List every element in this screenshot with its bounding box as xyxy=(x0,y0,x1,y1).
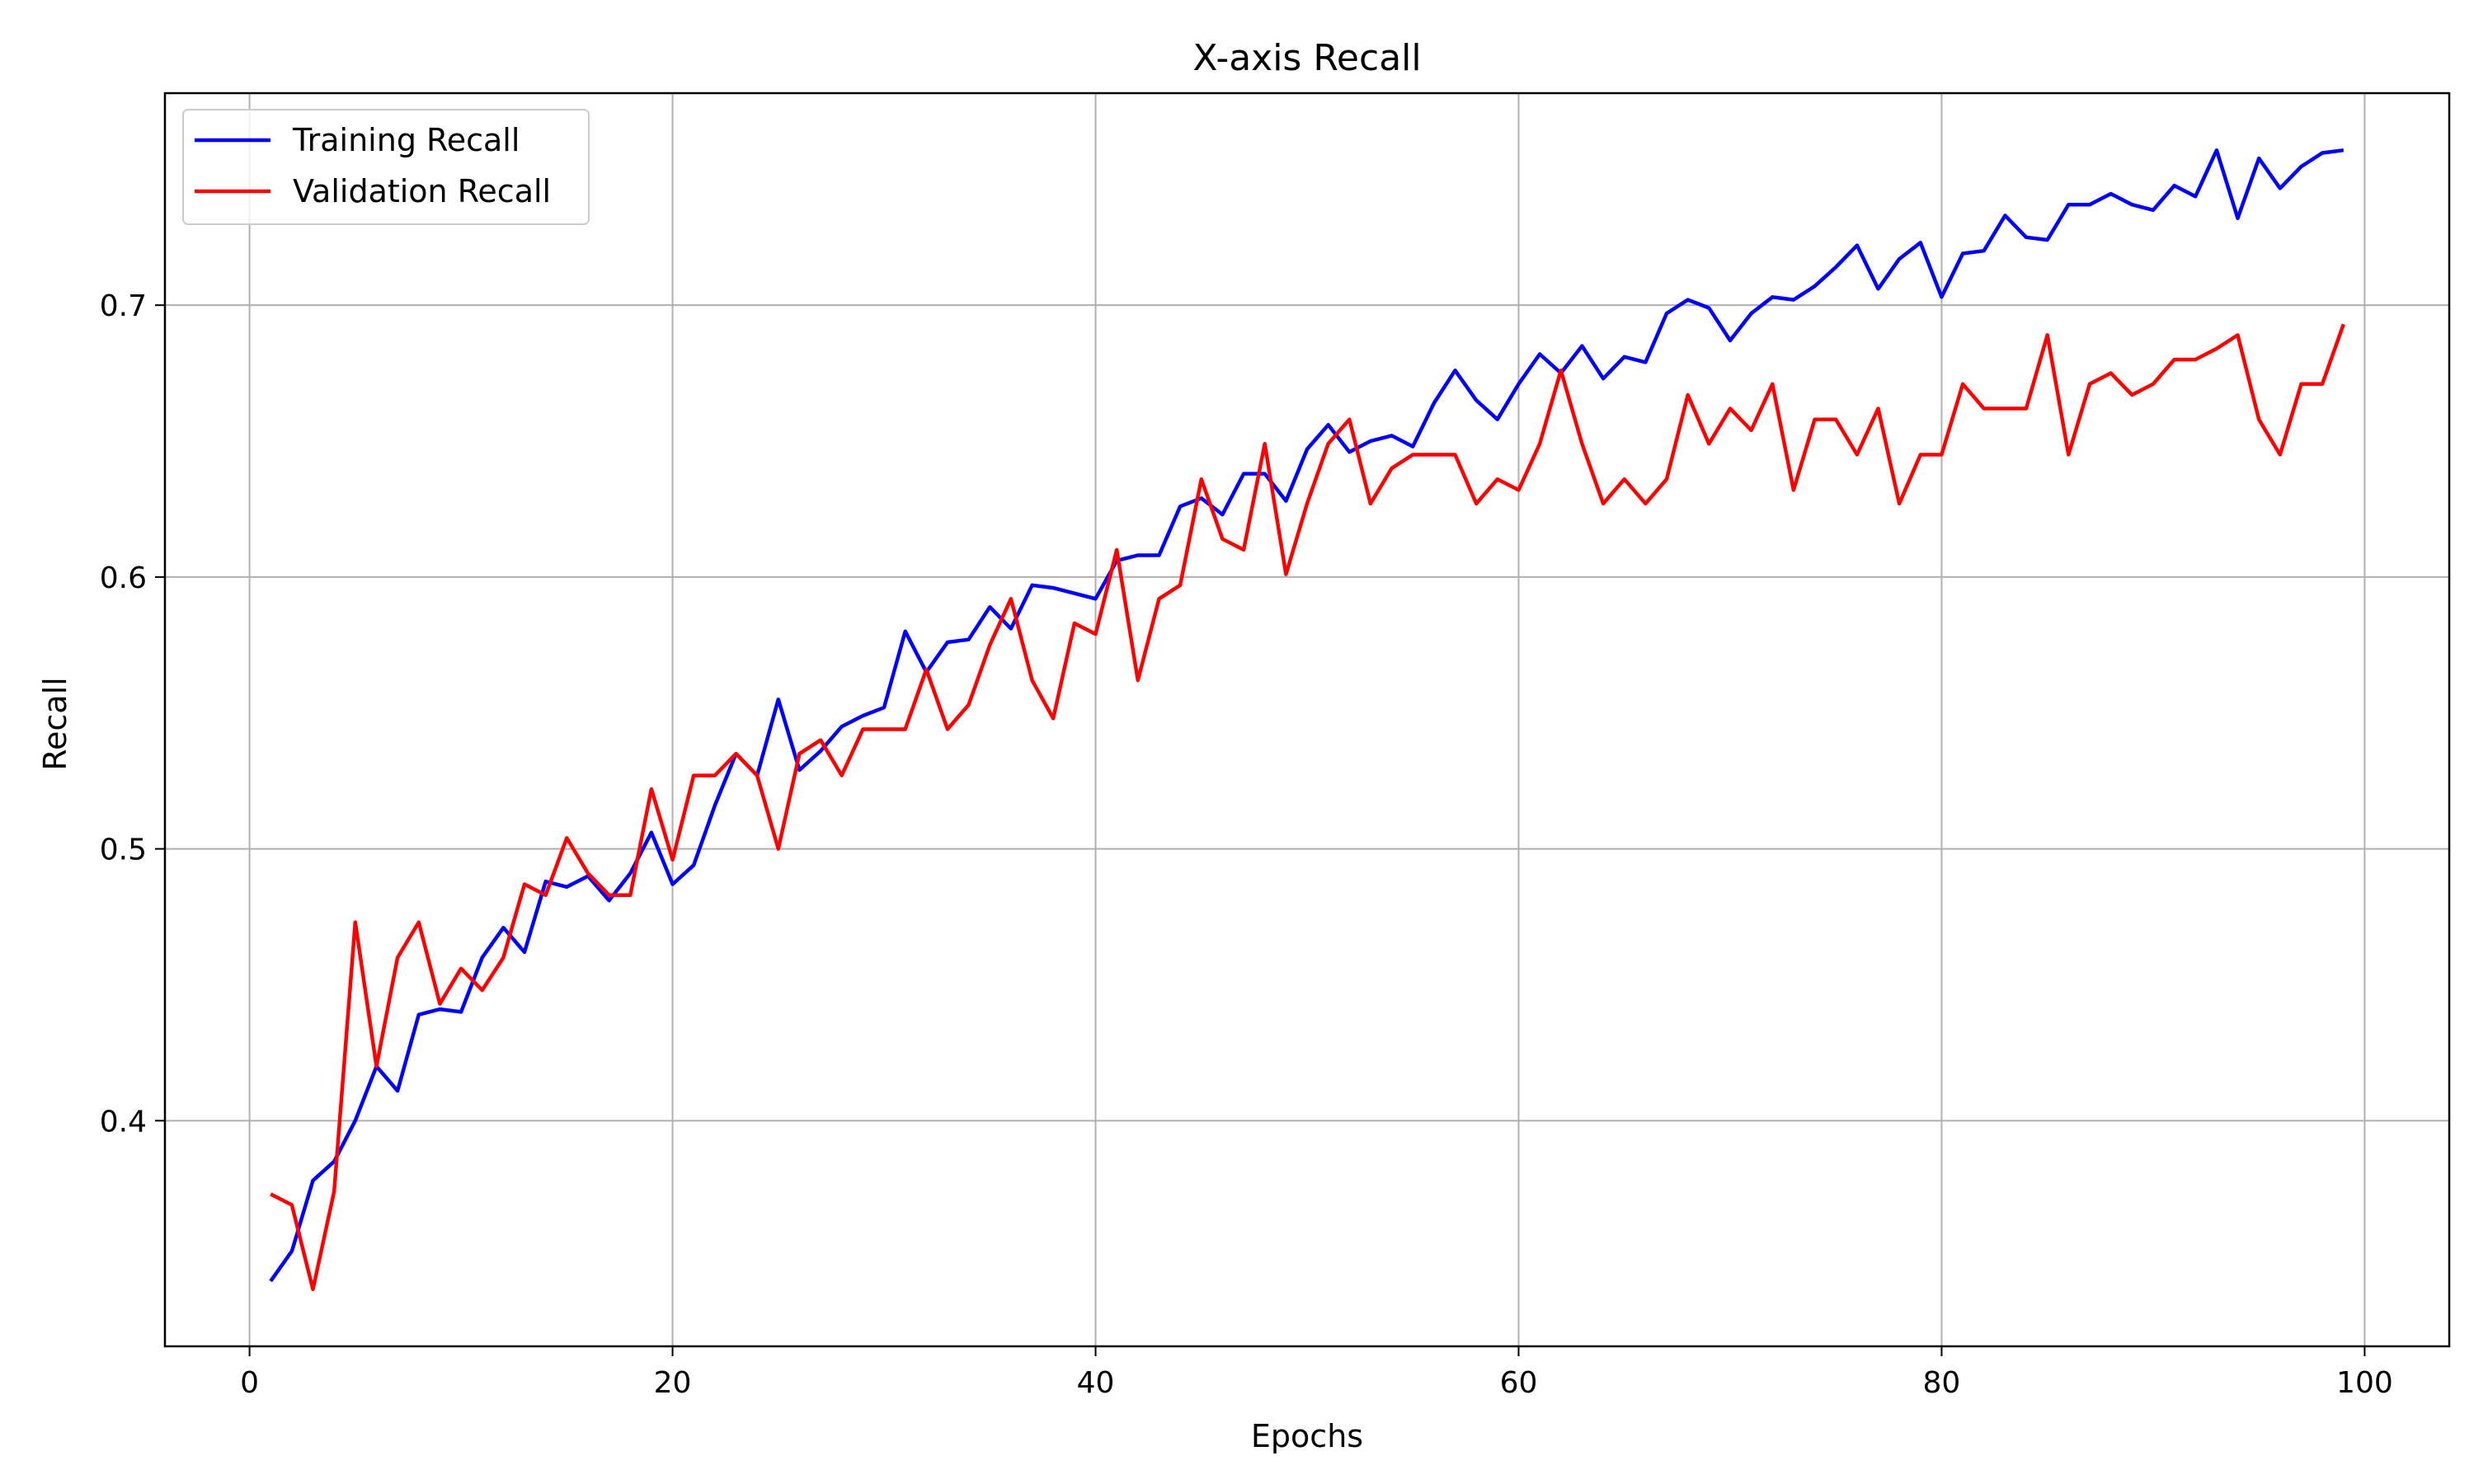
y-tick-label: 0.6 xyxy=(100,561,147,595)
x-tick-label: 0 xyxy=(240,1366,259,1400)
chart-title: X-axis Recall xyxy=(1192,37,1421,79)
grid-lines xyxy=(165,93,2449,1346)
y-tick-label: 0.4 xyxy=(100,1105,147,1139)
y-tick-label: 0.7 xyxy=(100,289,147,323)
legend-box xyxy=(182,109,590,225)
legend-label-validation-recall: Validation Recall xyxy=(293,173,551,209)
x-tick-label: 60 xyxy=(1500,1366,1538,1400)
legend: Training Recall Validation Recall xyxy=(182,109,590,225)
y-tick-label: 0.5 xyxy=(100,834,147,867)
x-tick-label: 20 xyxy=(654,1366,692,1400)
x-tick-label: 40 xyxy=(1077,1366,1115,1400)
plot-frame xyxy=(163,92,2451,1348)
x-tick-label: 80 xyxy=(1923,1366,1961,1400)
series-layer xyxy=(269,148,2345,1292)
x-axis-ticks: 0 20 40 60 80 100 xyxy=(240,1346,2393,1400)
legend-label-training-recall: Training Recall xyxy=(292,122,520,158)
y-axis-ticks: 0.4 0.5 0.6 0.7 xyxy=(100,289,165,1139)
y-axis-label: Recall xyxy=(37,677,73,770)
series-line-training-recall xyxy=(269,148,2345,1283)
x-tick-label: 100 xyxy=(2336,1366,2393,1400)
x-axis-label: Epochs xyxy=(1251,1418,1363,1454)
series-line-validation-recall xyxy=(270,323,2345,1292)
